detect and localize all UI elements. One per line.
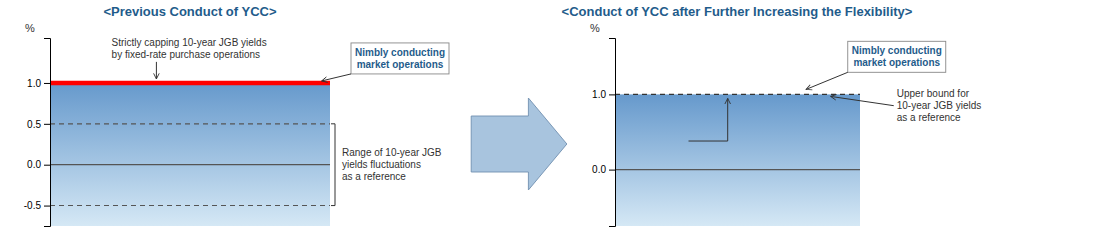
reference-line: [50, 81, 330, 86]
annotation: Nimbly conductingmarket operations: [852, 45, 942, 68]
annotation-line: market operations: [357, 59, 444, 70]
annotation-line: Nimbly conducting: [355, 47, 445, 58]
tick: 1.0: [27, 78, 50, 89]
tick-label: 0.0: [27, 159, 41, 170]
arrow-base: [689, 141, 728, 142]
tick-label: -0.5: [24, 200, 42, 211]
y-axis: -0.5 0.0 0.5 1.0: [24, 39, 51, 227]
tick: 0.0: [27, 159, 50, 170]
tick: 0.0: [592, 164, 615, 175]
range-bracket: [331, 124, 335, 206]
annotation-line: market operations: [853, 57, 940, 68]
band-fill: [50, 83, 330, 226]
tick-mark: [609, 94, 615, 95]
title: <Conduct of YCC after Further Increasing…: [562, 4, 913, 19]
reference-line: [615, 94, 860, 95]
annotation: Upper bound for10-year JGB yieldsas a re…: [897, 88, 981, 123]
reference-line: [50, 205, 330, 206]
tick-mark: [609, 170, 615, 171]
annotation: Strictly capping 10-year JGB yieldsby fi…: [112, 37, 267, 60]
tick-mark: [44, 206, 50, 207]
axis-line: [44, 39, 51, 227]
annotation-line: yields fluctuations: [342, 159, 421, 170]
annotation-arrow: [156, 62, 157, 79]
annotation: Nimbly conductingmarket operations: [355, 47, 445, 70]
tick-mark: [44, 83, 50, 84]
tick: -0.5: [24, 200, 50, 211]
axis-line: [609, 39, 616, 227]
tick-label: 0.0: [592, 164, 606, 175]
background: [0, 0, 1098, 234]
plot-area: [615, 94, 860, 226]
annotation-line: Upper bound for: [897, 88, 970, 99]
annotation-line: by fixed-rate purchase operations: [112, 49, 260, 60]
annotation-box: [351, 43, 449, 74]
band-fill: [615, 94, 860, 226]
tick-label: 0.5: [27, 119, 41, 130]
reference-line: [615, 169, 860, 170]
title: <Previous Conduct of YCC>: [103, 4, 277, 19]
plot-area: [50, 83, 330, 226]
annotation-line: Strictly capping 10-year JGB yields: [112, 37, 267, 48]
panel: 0.0 1.0%: [590, 22, 860, 227]
annotation-line: Range of 10-year JGB: [342, 147, 442, 158]
tick-mark: [44, 124, 50, 125]
annotation-line: as a reference: [897, 112, 961, 123]
tick-label: 1.0: [27, 78, 41, 89]
y-axis: 0.0 1.0: [592, 39, 615, 227]
annotation-arrow: [831, 96, 894, 105]
annotation-arrow: [322, 74, 351, 81]
y-label: %: [25, 22, 35, 34]
annotations: Nimbly conductingmarket operations Upper …: [689, 41, 982, 141]
annotation: Range of 10-year JGByields fluctuationsa…: [342, 147, 442, 182]
tick-mark: [44, 165, 50, 166]
y-label: %: [590, 22, 600, 34]
tick: 0.5: [27, 119, 50, 130]
tick-label: 1.0: [592, 89, 606, 100]
up-arrow: [727, 98, 728, 141]
annotation-arrow: [806, 72, 848, 89]
transition-arrow: [471, 98, 567, 190]
annotations: Strictly capping 10-year JGB yieldsby fi…: [112, 37, 449, 206]
tick: 1.0: [592, 89, 615, 100]
annotation-line: Nimbly conducting: [852, 45, 942, 56]
reference-line: [50, 123, 330, 124]
reference-line: [50, 164, 330, 165]
annotation-line: 10-year JGB yields: [897, 100, 981, 111]
annotation-line: as a reference: [342, 171, 406, 182]
annotation-box: [848, 41, 946, 72]
chart: -0.5 0.0 0.5 1.0% <Previous Conduct of YCC> S…: [0, 0, 1098, 234]
panel: -0.5 0.0 0.5 1.0%: [24, 22, 330, 227]
